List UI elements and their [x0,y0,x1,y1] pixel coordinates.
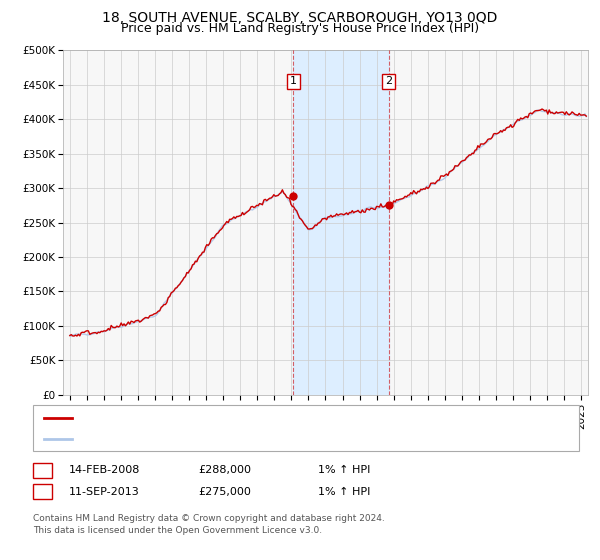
Text: HPI: Average price, detached house, North Yorkshire: HPI: Average price, detached house, Nort… [78,435,370,444]
Text: 14-FEB-2008: 14-FEB-2008 [69,465,140,475]
Text: 1% ↑ HPI: 1% ↑ HPI [318,465,370,475]
Bar [293,50,389,395]
Text: 18, SOUTH AVENUE, SCALBY, SCARBOROUGH, YO13 0QD (detached house): 18, SOUTH AVENUE, SCALBY, SCARBOROUGH, Y… [78,413,497,423]
Text: 1: 1 [39,465,46,475]
Text: 1: 1 [290,76,297,86]
Text: Contains HM Land Registry data © Crown copyright and database right 2024.
This d: Contains HM Land Registry data © Crown c… [33,514,385,535]
Text: 2: 2 [385,76,392,86]
Text: 18, SOUTH AVENUE, SCALBY, SCARBOROUGH, YO13 0QD: 18, SOUTH AVENUE, SCALBY, SCARBOROUGH, Y… [103,11,497,25]
Text: 11-SEP-2013: 11-SEP-2013 [69,487,140,497]
Text: £288,000: £288,000 [198,465,251,475]
Text: £275,000: £275,000 [198,487,251,497]
Text: 1% ↑ HPI: 1% ↑ HPI [318,487,370,497]
Text: Price paid vs. HM Land Registry's House Price Index (HPI): Price paid vs. HM Land Registry's House … [121,22,479,35]
Text: 2: 2 [39,487,46,497]
